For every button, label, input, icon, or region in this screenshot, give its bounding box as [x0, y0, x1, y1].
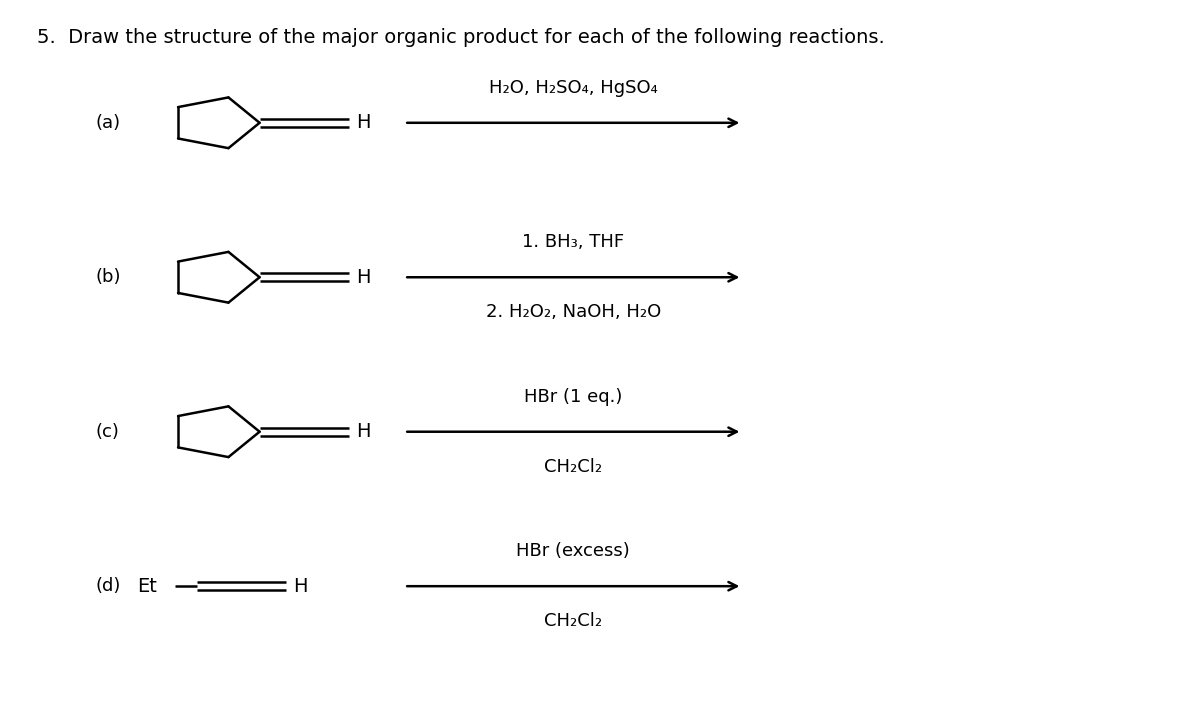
- Text: H₂O, H₂SO₄, HgSO₄: H₂O, H₂SO₄, HgSO₄: [488, 79, 658, 97]
- Text: H: H: [355, 422, 370, 441]
- Text: 2. H₂O₂, NaOH, H₂O: 2. H₂O₂, NaOH, H₂O: [486, 304, 661, 321]
- Text: (d): (d): [96, 577, 121, 595]
- Text: H: H: [355, 113, 370, 132]
- Text: H: H: [293, 576, 307, 596]
- Text: Et: Et: [138, 576, 157, 596]
- Text: 5.  Draw the structure of the major organic product for each of the following re: 5. Draw the structure of the major organ…: [36, 28, 884, 47]
- Text: (c): (c): [96, 422, 120, 441]
- Text: H: H: [355, 268, 370, 286]
- Text: (b): (b): [96, 268, 121, 286]
- Text: (a): (a): [96, 114, 121, 132]
- Text: HBr (excess): HBr (excess): [516, 542, 630, 560]
- Text: 1. BH₃, THF: 1. BH₃, THF: [522, 233, 624, 251]
- Text: CH₂Cl₂: CH₂Cl₂: [545, 612, 602, 630]
- Text: CH₂Cl₂: CH₂Cl₂: [545, 458, 602, 476]
- Text: HBr (1 eq.): HBr (1 eq.): [524, 387, 623, 406]
